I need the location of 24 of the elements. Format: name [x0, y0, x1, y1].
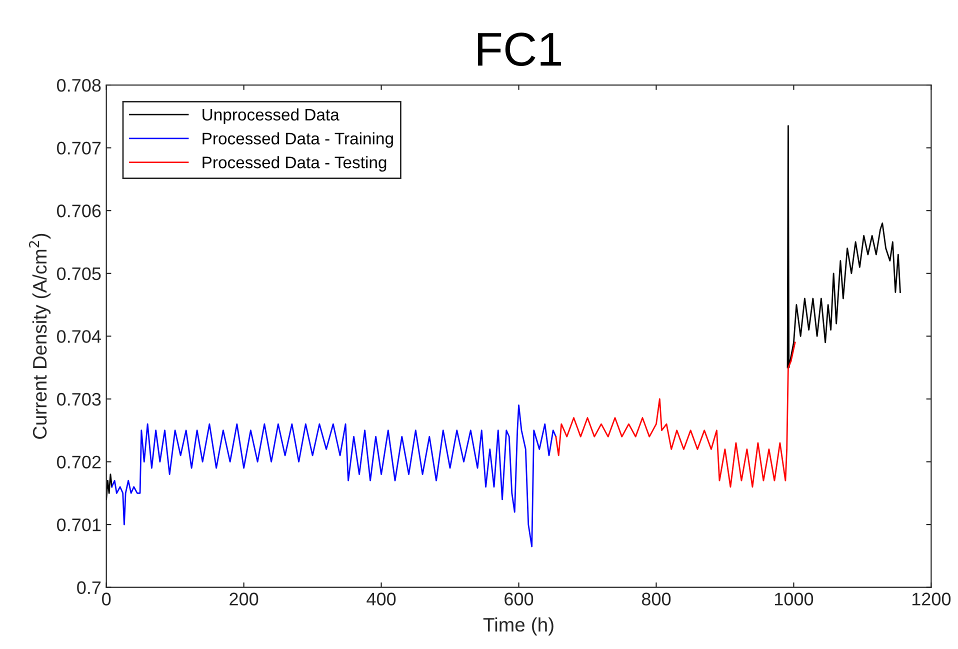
legend-label: Processed Data - Training: [202, 132, 393, 148]
y-axis-title: Current Density (A/cm$^{2}$): [28, 234, 51, 439]
x-tick-label: 1000: [775, 592, 814, 606]
y-tick-label: 0.704: [57, 330, 101, 343]
chart-title: FC1: [478, 32, 562, 66]
x-axis-title: Time (h): [483, 617, 554, 636]
line-series: [555, 342, 796, 488]
y-tick-label: 0.705: [57, 267, 101, 280]
legend-label: Unprocessed Data: [202, 108, 340, 124]
x-tick-label: 800: [642, 592, 671, 606]
x-tick-label: 1200: [912, 592, 951, 606]
y-tick-label: 0.706: [57, 204, 101, 218]
legend-label: Processed Data - Testing: [202, 156, 386, 172]
x-tick-label: 400: [366, 592, 396, 606]
x-tick-label: 0: [102, 592, 111, 606]
y-tick-label: 0.703: [57, 392, 101, 406]
x-tick-label: 200: [230, 592, 258, 606]
y-tick-label: 0.702: [57, 456, 101, 468]
y-tick-label: 0.7: [77, 581, 101, 594]
line-series: [111, 404, 557, 548]
y-tick-label: 0.701: [57, 518, 101, 532]
x-tick-label: 600: [504, 592, 534, 606]
y-tick-label: 0.708: [57, 78, 101, 92]
y-tick-label: 0.707: [57, 142, 101, 155]
